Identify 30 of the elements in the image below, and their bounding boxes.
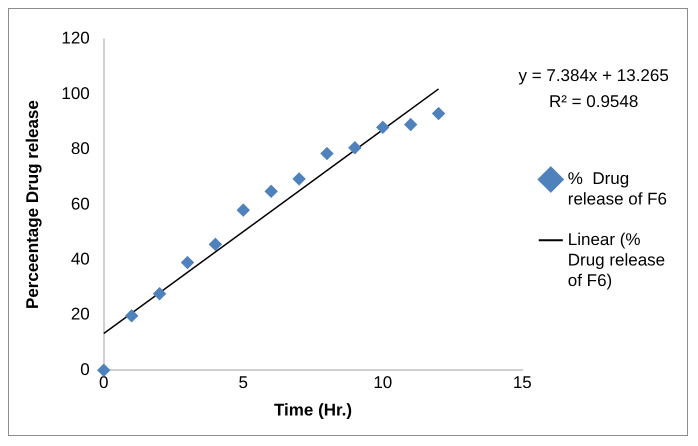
text: R² = 0.9548 [548,92,638,111]
point [404,118,418,132]
y-tick-label: 100 [61,84,90,103]
point [97,364,110,377]
y-tick-label: 20 [70,304,90,324]
y-axis-title: Perceentage Drug release [22,100,42,310]
point [153,287,166,300]
point [236,204,250,217]
y-tick-label: 0 [80,360,90,379]
x-tick-label: 10 [373,373,392,392]
point [264,184,278,198]
point [376,120,390,134]
legend-label: % Drug release of F6 [568,169,668,209]
x-tick-label: 15 [512,373,532,392]
x-tick-label: 5 [238,373,248,392]
point [292,172,306,186]
point [320,147,334,160]
x-axis-title: Time (Hr.) [274,400,352,420]
legend-label: Linear (% Drug release of F6) [568,230,666,290]
point [180,256,194,270]
y-tick-label: 80 [70,139,90,158]
x-tick-label: 0 [99,373,108,392]
point [125,309,138,322]
point [432,107,446,120]
y-tick-label: 60 [70,194,90,214]
y-tick-label: 40 [70,249,90,268]
annotation: y = 7.384x + 13.265 [518,66,669,85]
y-tick-label: 120 [61,28,90,48]
point [348,141,362,154]
point [208,238,222,251]
